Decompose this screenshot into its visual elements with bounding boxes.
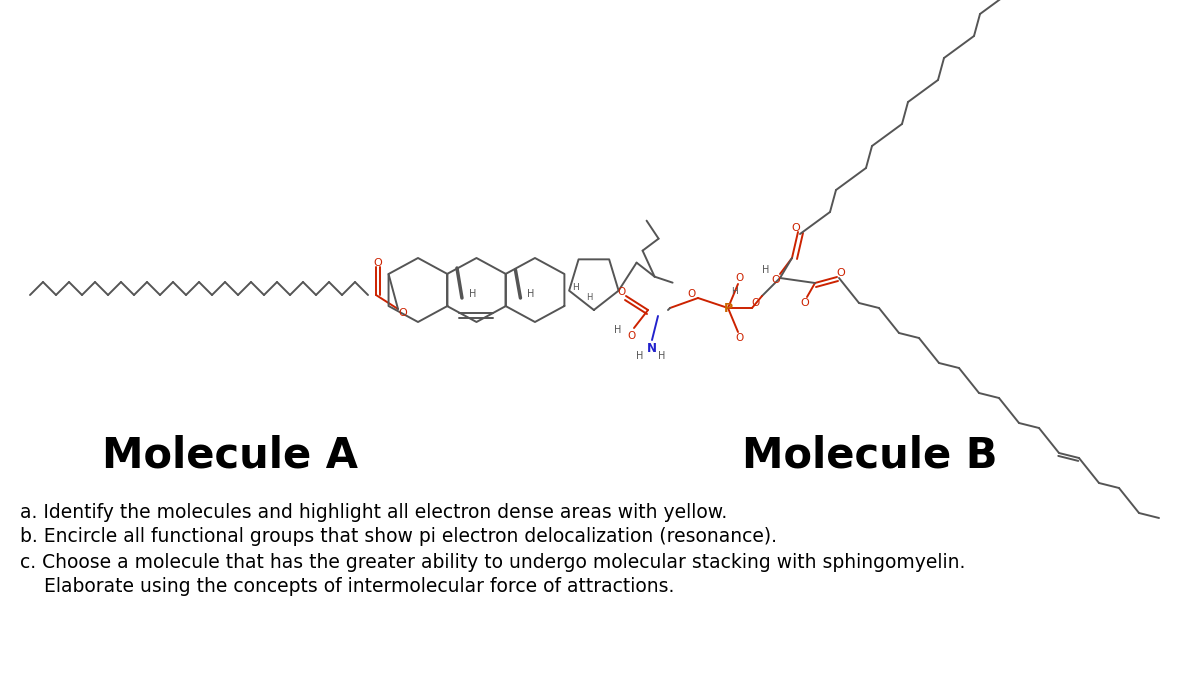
Text: H: H — [527, 289, 535, 299]
Text: H: H — [659, 351, 666, 361]
Text: O: O — [373, 258, 383, 268]
Text: O: O — [800, 298, 809, 308]
Text: H: H — [731, 288, 737, 296]
Text: H: H — [614, 325, 622, 335]
Text: Molecule B: Molecule B — [743, 434, 997, 476]
Text: b. Encircle all functional groups that show pi electron delocalization (resonanc: b. Encircle all functional groups that s… — [20, 527, 778, 547]
Text: H: H — [469, 289, 476, 299]
Text: a. Identify the molecules and highlight all electron dense areas with yellow.: a. Identify the molecules and highlight … — [20, 502, 727, 522]
Text: O: O — [752, 298, 760, 308]
Text: Molecule A: Molecule A — [102, 434, 358, 476]
Text: O: O — [736, 333, 744, 343]
Text: H: H — [586, 294, 592, 302]
Text: O: O — [836, 268, 845, 278]
Text: O: O — [736, 273, 744, 283]
Text: O: O — [772, 275, 780, 285]
Text: c. Choose a molecule that has the greater ability to undergo molecular stacking : c. Choose a molecule that has the greate… — [20, 553, 965, 572]
Text: O: O — [688, 289, 696, 299]
Text: O: O — [618, 287, 626, 297]
Text: Elaborate using the concepts of intermolecular force of attractions.: Elaborate using the concepts of intermol… — [20, 578, 674, 597]
Text: H: H — [762, 265, 769, 275]
Text: O: O — [628, 331, 636, 341]
Text: P: P — [724, 302, 732, 315]
Text: O: O — [792, 223, 800, 233]
Text: O: O — [398, 308, 407, 318]
Text: N: N — [647, 342, 658, 354]
Text: H: H — [572, 284, 580, 292]
Text: H: H — [636, 351, 643, 361]
